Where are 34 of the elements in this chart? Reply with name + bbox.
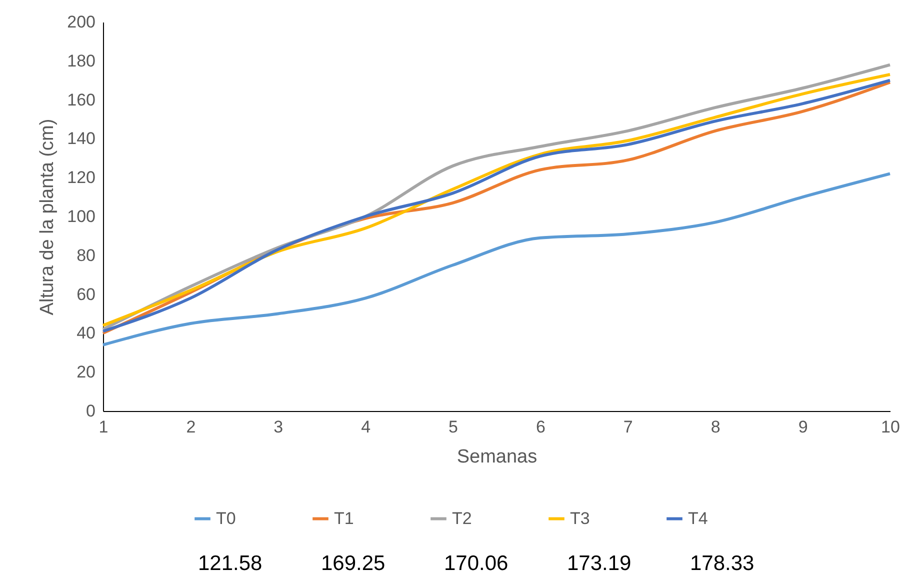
y-tick-label: 160 [67,90,96,110]
legend-label: T1 [334,508,354,528]
y-tick-label: 0 [86,402,96,420]
x-tick-label: 9 [798,418,808,436]
text: 178.33 [690,552,754,575]
legend-label: T4 [688,508,708,528]
line-series [102,172,892,346]
text: 170.06 [444,552,508,575]
text: 173.19 [567,552,632,575]
x-tick-label: 4 [361,418,371,436]
y-tick-label: 120 [67,168,96,188]
x-tick-label: 2 [186,418,196,436]
x-tick-label: 7 [623,418,633,436]
y-tick-label: 80 [76,246,96,265]
x-tick-label: 8 [710,418,720,436]
y-tick-label: 140 [67,129,96,148]
y-tick-label: 20 [76,362,96,382]
x-tick-label: 6 [536,418,546,436]
y-tick-label: 200 [67,12,96,32]
x-tick-label: 3 [274,418,284,436]
y-tick-label: 40 [76,324,96,343]
y-tick-label: 60 [76,284,96,304]
legend-label: T0 [216,508,236,528]
x-tick-label: 5 [448,418,458,436]
text: 121.58 [198,552,262,575]
y-tick-label: 100 [67,207,96,226]
legend-label: T2 [452,508,472,528]
x-tick-label: 10 [881,418,900,436]
x-tick-label: 1 [98,418,108,436]
y-tick-label: 180 [67,51,96,70]
x-axis-title: Semanas [456,446,538,468]
y-axis-title: Altura de la planta (cm) [37,118,58,316]
legend-label: T3 [570,508,590,528]
text: 169.25 [321,552,386,575]
